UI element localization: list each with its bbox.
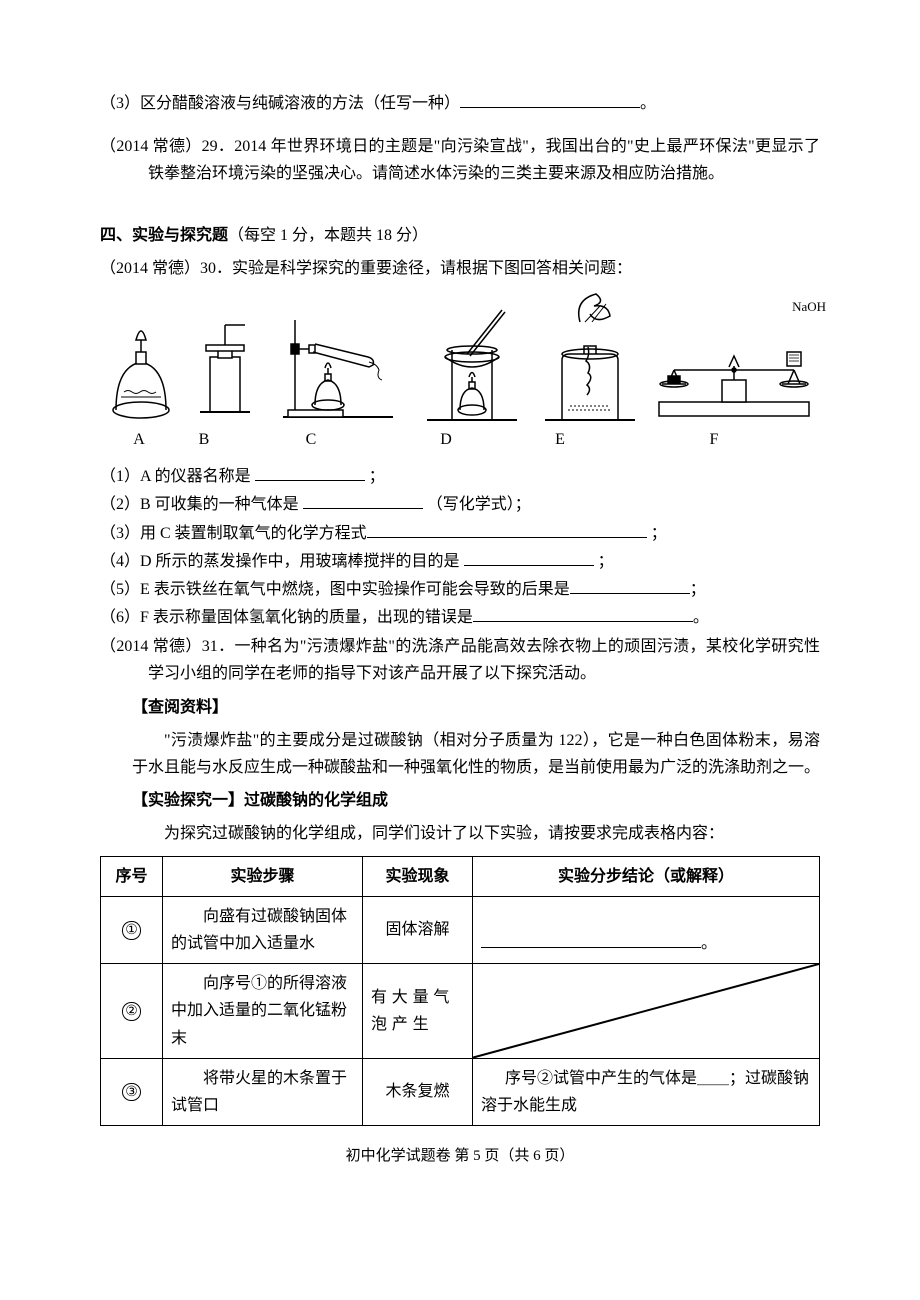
q28-3-text: （3）区分醋酸溶液与纯碱溶液的方法（任写一种） bbox=[100, 95, 460, 112]
diagonal-slash-icon bbox=[473, 964, 819, 1058]
blank-q30-3 bbox=[367, 522, 647, 538]
cell-step-1: 向盛有过碳酸钠固体的试管中加入适量水 bbox=[163, 896, 363, 963]
q30-4-tail: ； bbox=[594, 553, 614, 570]
conc-1-tail: 。 bbox=[701, 935, 717, 952]
q30-subparts: （1）A 的仪器名称是 ； （2）B 可收集的一种气体是 （写化学式）； （3）… bbox=[100, 463, 820, 631]
apparatus-label-row: A B C D E F bbox=[100, 426, 820, 453]
apparatus-e-icon bbox=[540, 292, 640, 422]
q30-3: （3）用 C 装置制取氧气的化学方程式 ； bbox=[100, 520, 820, 547]
q28-3-tail: 。 bbox=[640, 95, 656, 112]
q30-1: （1）A 的仪器名称是 ； bbox=[100, 463, 820, 490]
blank-q30-5 bbox=[570, 578, 690, 594]
cell-step-3: 将带火星的木条置于试管口 bbox=[163, 1058, 363, 1125]
q31-lookup-text: "污渍爆炸盐"的主要成分是过碳酸钠（相对分子质量为 122），它是一种白色固体粉… bbox=[100, 727, 820, 781]
blank-q30-2 bbox=[303, 493, 423, 509]
q29: （2014 常德）29．2014 年世界环境日的主题是"向污染宣战"，我国出台的… bbox=[100, 133, 820, 187]
th-obs: 实验现象 bbox=[363, 856, 473, 896]
naoh-label: NaOH bbox=[792, 296, 826, 318]
q30-6-tail: 。 bbox=[693, 609, 709, 626]
q30-3-text: （3）用 C 装置制取氧气的化学方程式 bbox=[100, 525, 367, 542]
table-header-row: 序号 实验步骤 实验现象 实验分步结论（或解释） bbox=[101, 856, 820, 896]
th-seq: 序号 bbox=[101, 856, 163, 896]
q30-prefix: （2014 常德）30． bbox=[100, 260, 232, 277]
q31-text: 一种名为"污渍爆炸盐"的洗涤产品能高效去除衣物上的顽固污渍，某校化学研究性学习小… bbox=[148, 638, 820, 682]
cell-conc-3: 序号②试管中产生的气体是＿＿；过碳酸钠溶于水能生成 bbox=[473, 1058, 820, 1125]
apparatus-diagram-row: NaOH bbox=[100, 292, 820, 422]
section-4-heading: 四、实验与探究题 bbox=[100, 227, 228, 244]
q31-exp1-heading: 【实验探究一】过碳酸钠的化学组成 bbox=[100, 787, 820, 814]
q30-4-text: （4）D 所示的蒸发操作中，用玻璃棒搅拌的目的是 bbox=[100, 553, 464, 570]
q30-stem: （2014 常德）30．实验是科学探究的重要途径，请根据下图回答相关问题： bbox=[100, 255, 820, 282]
table-row: ① 向盛有过碳酸钠固体的试管中加入适量水 固体溶解 。 bbox=[101, 896, 820, 963]
q30-6-text: （6）F 表示称量固体氢氧化钠的质量，出现的错误是 bbox=[100, 609, 473, 626]
apparatus-f-icon bbox=[654, 312, 814, 422]
apparatus-d-icon bbox=[417, 302, 527, 422]
q30-1-tail: ； bbox=[365, 468, 385, 485]
label-c: C bbox=[236, 426, 386, 453]
q28-part3: （3）区分醋酸溶液与纯碱溶液的方法（任写一种） 。 bbox=[100, 90, 820, 117]
seq-2-circle: ② bbox=[122, 1002, 140, 1020]
q30-4: （4）D 所示的蒸发操作中，用玻璃棒搅拌的目的是 ； bbox=[100, 548, 820, 575]
label-b: B bbox=[172, 426, 236, 453]
th-conc: 实验分步结论（或解释） bbox=[473, 856, 820, 896]
apparatus-c-icon bbox=[273, 302, 403, 422]
label-e: E bbox=[506, 426, 614, 453]
blank-q28-3 bbox=[460, 92, 640, 108]
blank-conc-1 bbox=[481, 932, 701, 948]
apparatus-a-icon bbox=[106, 312, 176, 422]
q30-3-tail: ； bbox=[647, 525, 667, 542]
blank-q30-6 bbox=[473, 606, 693, 622]
cell-seq-2: ② bbox=[101, 964, 163, 1059]
label-f: F bbox=[614, 426, 814, 453]
q30-5-tail: ； bbox=[690, 581, 706, 598]
cell-conc-2-diag bbox=[473, 964, 820, 1059]
q30-6: （6）F 表示称量固体氢氧化钠的质量，出现的错误是 。 bbox=[100, 604, 820, 631]
q31-lookup-heading: 【查阅资料】 bbox=[100, 694, 820, 721]
q29-text: 2014 年世界环境日的主题是"向污染宣战"，我国出台的"史上最严环保法"更显示… bbox=[148, 138, 820, 182]
seq-3-circle: ③ bbox=[122, 1083, 140, 1101]
blank-q30-1 bbox=[255, 465, 365, 481]
cell-obs-3: 木条复燃 bbox=[363, 1058, 473, 1125]
section-4-scoring: （每空 1 分，本题共 18 分） bbox=[228, 227, 428, 244]
section-4-title: 四、实验与探究题（每空 1 分，本题共 18 分） bbox=[100, 222, 820, 249]
label-a: A bbox=[106, 426, 172, 453]
q30-2-text: （2）B 可收集的一种气体是 bbox=[100, 496, 303, 513]
q30-2-tail: （写化学式）； bbox=[423, 496, 531, 513]
q30-5-text: （5）E 表示铁丝在氧气中燃烧，图中实验操作可能会导致的后果是 bbox=[100, 581, 570, 598]
table-row: ③ 将带火星的木条置于试管口 木条复燃 序号②试管中产生的气体是＿＿；过碳酸钠溶… bbox=[101, 1058, 820, 1125]
page-footer: 初中化学试题卷 第 5 页（共 6 页） bbox=[100, 1144, 820, 1170]
cell-conc-1: 。 bbox=[473, 896, 820, 963]
q30-text: 实验是科学探究的重要途径，请根据下图回答相关问题： bbox=[232, 260, 632, 277]
q30-2: （2）B 可收集的一种气体是 （写化学式）； bbox=[100, 491, 820, 518]
q29-prefix: （2014 常德）29． bbox=[100, 138, 234, 155]
seq-1-circle: ① bbox=[122, 921, 140, 939]
q31-prefix: （2014 常德）31． bbox=[100, 638, 234, 655]
q30-5: （5）E 表示铁丝在氧气中燃烧，图中实验操作可能会导致的后果是 ； bbox=[100, 576, 820, 603]
cell-seq-1: ① bbox=[101, 896, 163, 963]
table-row: ② 向序号①的所得溶液中加入适量的二氧化锰粉末 有大量气泡产生 bbox=[101, 964, 820, 1059]
th-step: 实验步骤 bbox=[163, 856, 363, 896]
q30-1-text: （1）A 的仪器名称是 bbox=[100, 468, 255, 485]
cell-obs-2: 有大量气泡产生 bbox=[363, 964, 473, 1059]
cell-obs-1: 固体溶解 bbox=[363, 896, 473, 963]
cell-seq-3: ③ bbox=[101, 1058, 163, 1125]
blank-q30-4 bbox=[464, 550, 594, 566]
experiment-table: 序号 实验步骤 实验现象 实验分步结论（或解释） ① 向盛有过碳酸钠固体的试管中… bbox=[100, 856, 820, 1127]
q31-stem: （2014 常德）31．一种名为"污渍爆炸盐"的洗涤产品能高效去除衣物上的顽固污… bbox=[100, 633, 820, 687]
q31-exp1-text: 为探究过碳酸钠的化学组成，同学们设计了以下实验，请按要求完成表格内容： bbox=[100, 820, 820, 847]
label-d: D bbox=[386, 426, 506, 453]
cell-step-2: 向序号①的所得溶液中加入适量的二氧化锰粉末 bbox=[163, 964, 363, 1059]
apparatus-b-icon bbox=[190, 312, 260, 422]
